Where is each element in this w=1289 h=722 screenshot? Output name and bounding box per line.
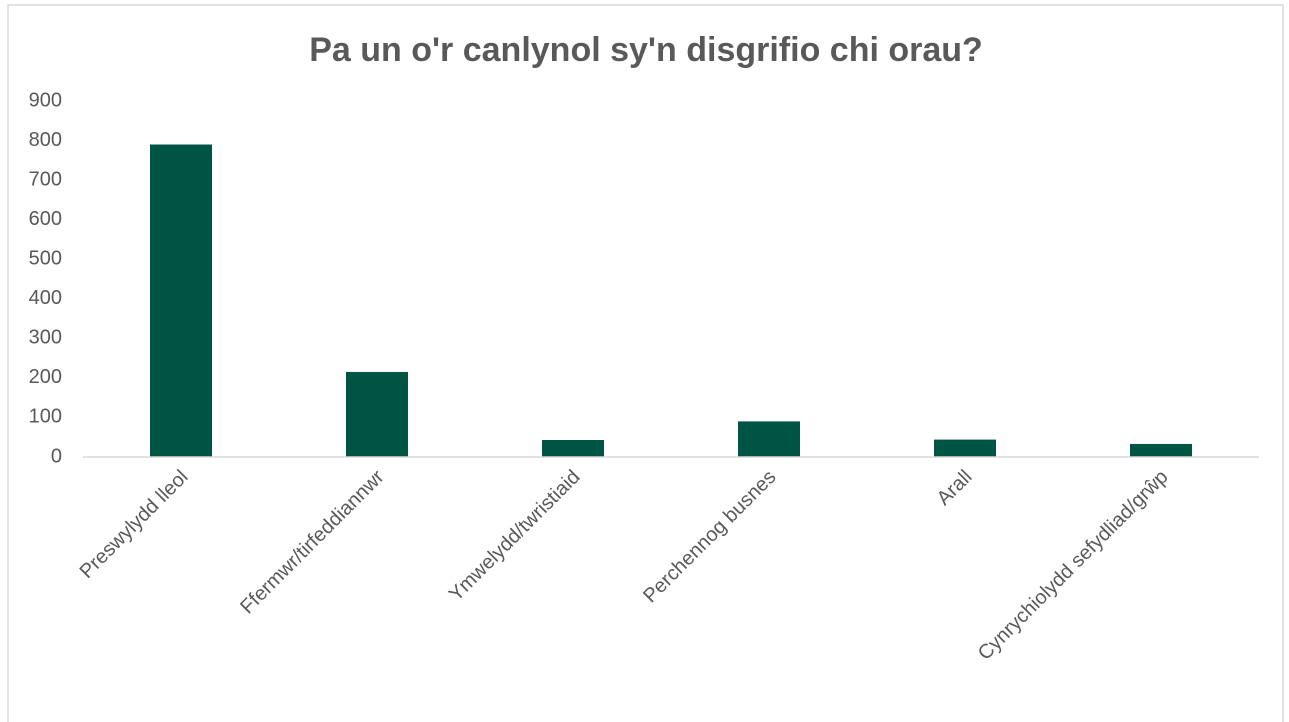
y-tick-label: 300 <box>29 327 62 349</box>
y-tick-label: 900 <box>29 89 62 111</box>
chart-border <box>7 4 1284 722</box>
y-tick-label: 700 <box>29 168 62 190</box>
y-tick-label: 600 <box>29 208 62 230</box>
y-tick-label: 400 <box>29 287 62 309</box>
y-tick-label: 0 <box>51 445 62 467</box>
bar <box>738 421 800 457</box>
bar <box>542 439 604 457</box>
y-tick-label: 200 <box>29 366 62 388</box>
y-tick-label: 100 <box>29 406 62 428</box>
bar <box>150 144 212 457</box>
y-tick-label: 500 <box>29 248 62 270</box>
bar <box>934 439 996 457</box>
bar <box>1130 443 1192 457</box>
chart-title: Pa un o'r canlynol sy'n disgrifio chi or… <box>309 31 983 69</box>
y-tick-label: 800 <box>29 129 62 151</box>
bar <box>346 371 408 457</box>
